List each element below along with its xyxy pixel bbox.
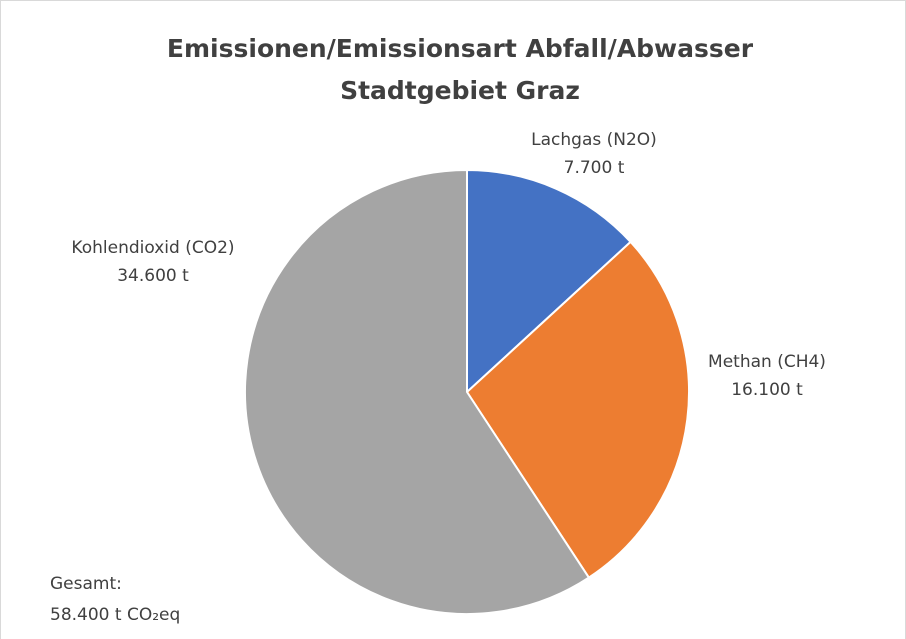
pie-slice xyxy=(244,168,591,615)
annotation: 58.400 t CO₂eq xyxy=(50,605,180,625)
slice-label: Kohlendioxid (CO2) xyxy=(71,238,234,258)
pie-slice xyxy=(465,240,690,579)
chart-title: Stadtgebiet Graz xyxy=(340,76,580,105)
slice-value-label: 34.600 t xyxy=(117,266,189,286)
annotation: Gesamt: xyxy=(50,574,122,594)
chart-title: Emissionen/Emissionsart Abfall/Abwasser xyxy=(167,34,754,63)
slice-value-label: 7.700 t xyxy=(564,158,625,178)
slice-value-label: 16.100 t xyxy=(731,380,803,400)
pie-slice xyxy=(466,168,632,395)
slice-label: Methan (CH4) xyxy=(708,352,826,372)
slice-label: Lachgas (N2O) xyxy=(531,130,657,150)
